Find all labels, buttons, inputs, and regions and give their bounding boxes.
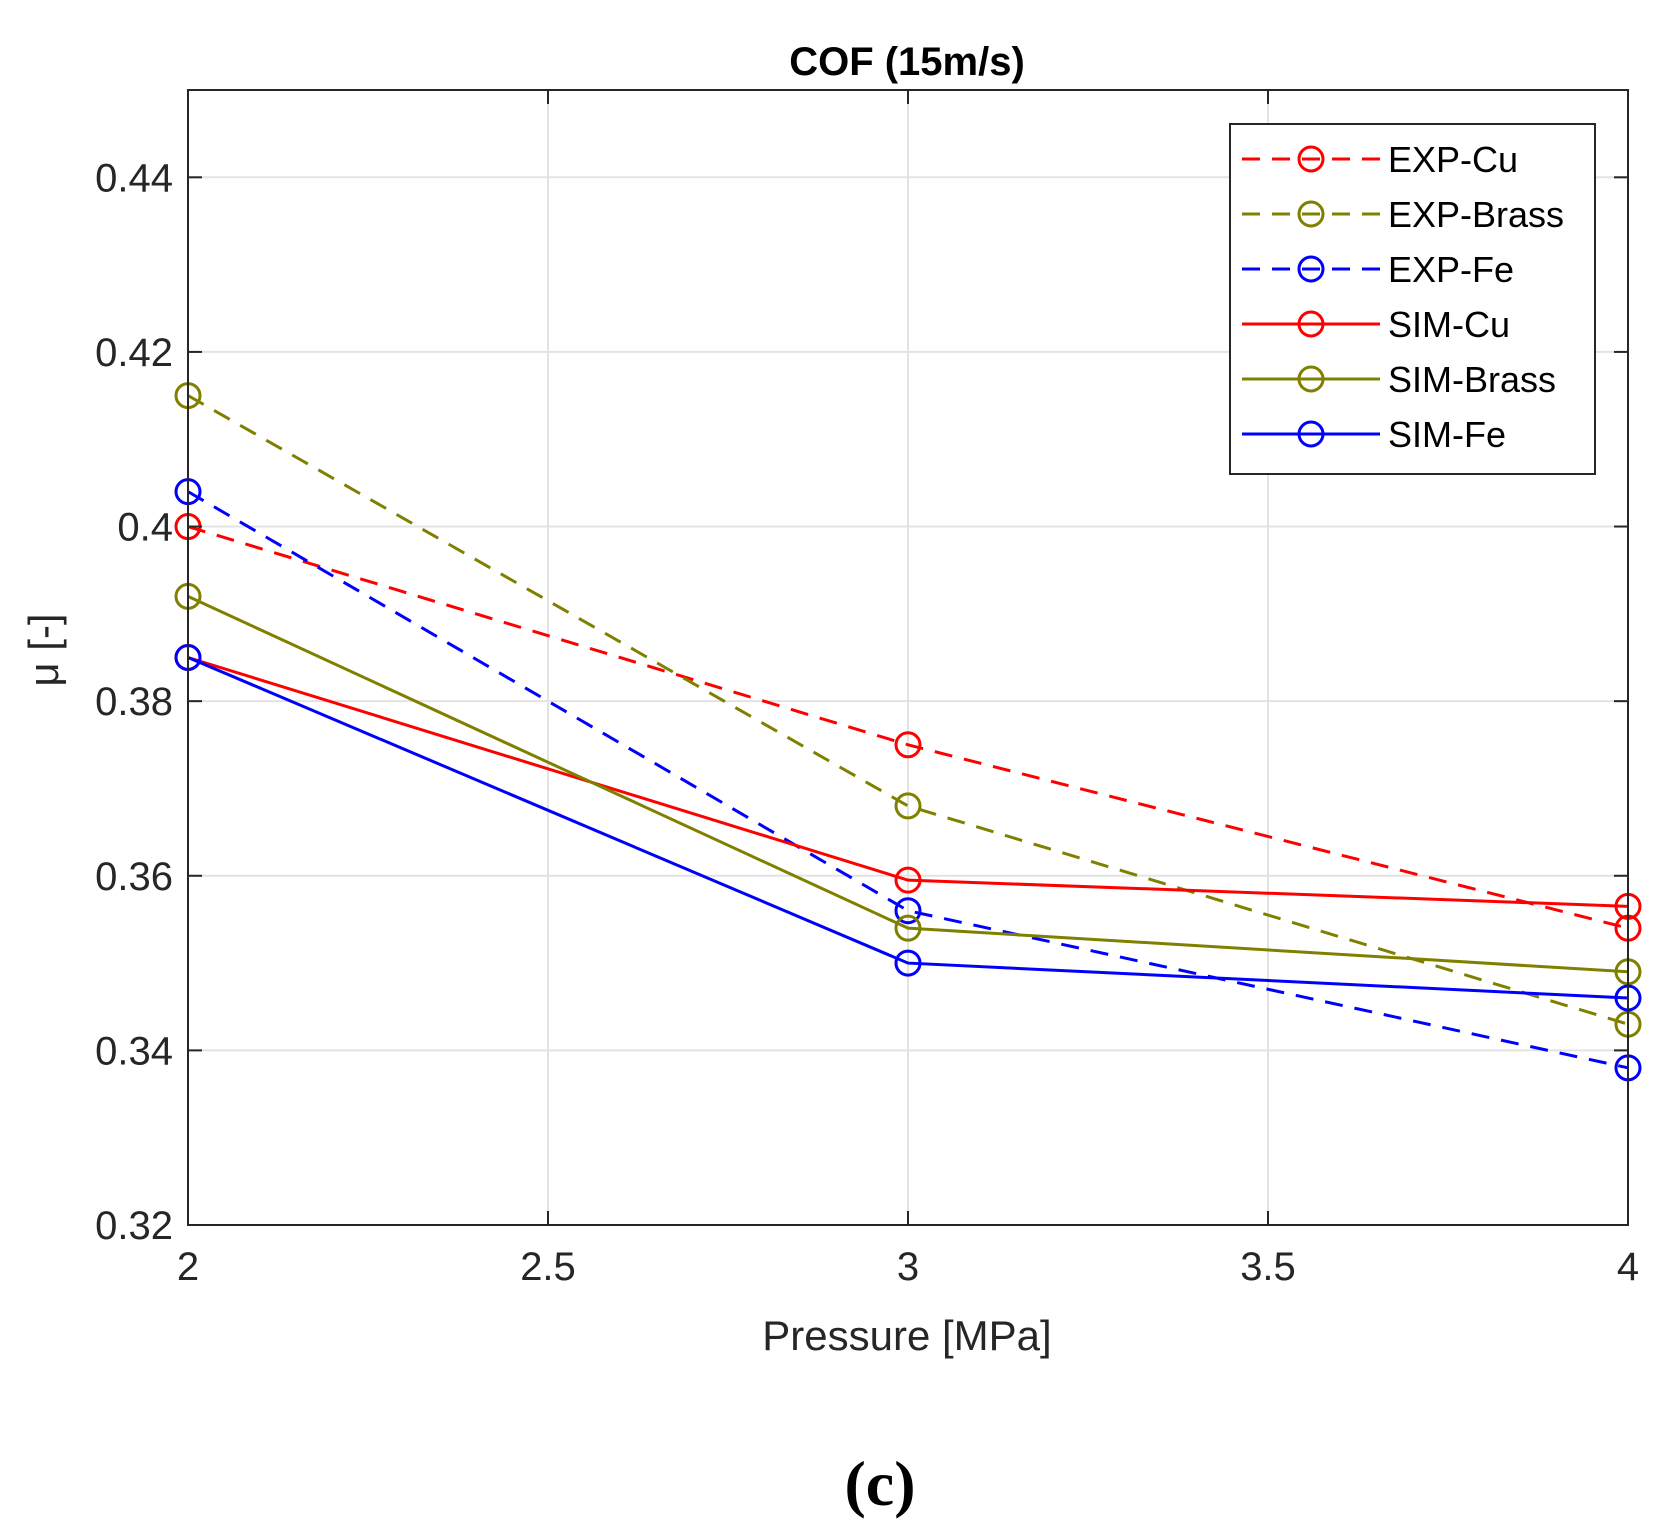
y-tick-label: 0.44	[95, 156, 173, 200]
data-point-sim-fe	[894, 949, 922, 977]
series-line-sim-fe	[187, 656, 1629, 1000]
legend-marker-exp-brass	[1297, 200, 1325, 228]
legend-label-exp-cu: EXP-Cu	[1388, 139, 1518, 180]
legend-label-sim-cu: SIM-Cu	[1388, 304, 1510, 345]
legend-marker-exp-cu	[1297, 145, 1325, 173]
y-tick-label: 0.34	[95, 1029, 173, 1073]
y-tick-label: 0.38	[95, 680, 173, 724]
legend-label-exp-brass: EXP-Brass	[1388, 194, 1564, 235]
x-tick-label: 3	[897, 1245, 919, 1289]
x-tick-label: 4	[1617, 1245, 1639, 1289]
legend-label-sim-fe: SIM-Fe	[1388, 414, 1506, 455]
y-axis-label: μ [-]	[20, 613, 67, 686]
data-point-sim-brass	[894, 914, 922, 942]
legend-label-exp-fe: EXP-Fe	[1388, 249, 1514, 290]
series-line-sim-brass	[187, 595, 1629, 974]
legend-marker-sim-brass	[1297, 365, 1325, 393]
series-line-sim-cu	[187, 656, 1629, 908]
legend: EXP-Cu EXP-Brass EXP-Fe SIM-Cu SIM-Brass SIM-…	[1229, 123, 1596, 475]
axes: 2 2.5 3 3.5 4 0.32 0.34 0.36 0.38 0.4 0.42 0.44	[95, 89, 1639, 1289]
legend-box	[1229, 123, 1596, 475]
data-point-exp-cu	[894, 731, 922, 759]
x-tick-label: 2.5	[520, 1245, 576, 1289]
legend-marker-sim-fe	[1297, 420, 1325, 448]
chart-title: COF (15m/s)	[789, 40, 1025, 84]
x-tick-label: 3.5	[1240, 1245, 1296, 1289]
legend-marker-sim-cu	[1297, 310, 1325, 338]
y-tick-label: 0.32	[95, 1204, 173, 1248]
panel-label: (c)	[844, 1448, 915, 1519]
legend-label-sim-brass: SIM-Brass	[1388, 359, 1556, 400]
x-tick-label: 2	[177, 1245, 199, 1289]
series-line-exp-fe	[187, 490, 1629, 1070]
y-tick-label: 0.42	[95, 331, 173, 375]
y-tick-label: 0.36	[95, 855, 173, 899]
data-point-sim-cu	[894, 866, 922, 894]
y-tick-label: 0.4	[117, 506, 173, 550]
data-point-exp-fe	[894, 897, 922, 925]
x-axis-label: Pressure [MPa]	[762, 1312, 1051, 1359]
data-point-exp-brass	[894, 792, 922, 820]
series-line-exp-cu	[187, 525, 1629, 930]
legend-marker-exp-fe	[1297, 255, 1325, 283]
series-line-exp-brass	[187, 394, 1629, 1026]
